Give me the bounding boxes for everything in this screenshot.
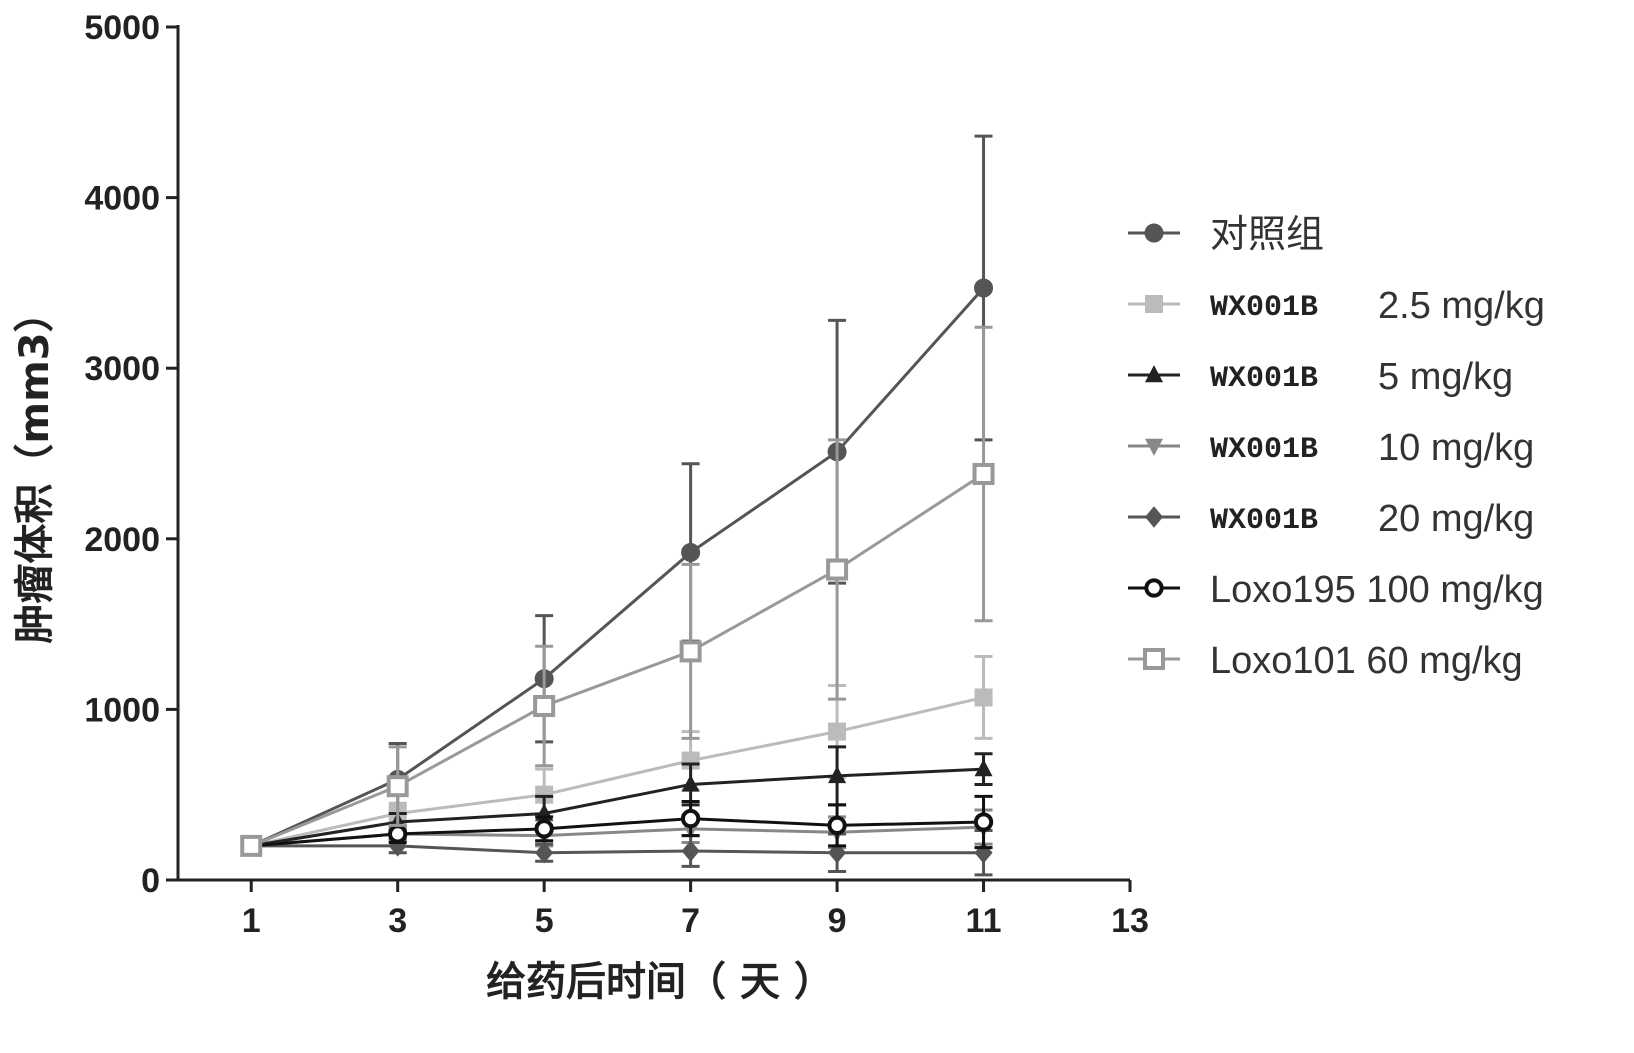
series-line [251, 844, 984, 855]
legend-item-5: Loxo195 100 mg/kg [1128, 569, 1544, 611]
y-tick-label: 0 [141, 862, 160, 900]
legend-marker [1144, 578, 1164, 598]
data-point [974, 278, 994, 298]
legend-marker [1144, 223, 1164, 243]
legend-label: 对照组 [1210, 214, 1324, 256]
data-point [828, 766, 847, 784]
y-tick-label: 5000 [84, 9, 160, 47]
data-point [826, 558, 849, 581]
data-point [534, 819, 554, 839]
data-point [681, 542, 701, 562]
legend-marker [1143, 648, 1165, 670]
x-tick-label: 5 [535, 902, 554, 940]
series-line [250, 767, 984, 848]
legend-item-1: WX001B 2.5 mg/kg [1128, 285, 1545, 327]
legend-label: WX001B [1210, 362, 1318, 396]
y-tick-label: 1000 [84, 691, 160, 729]
data-point [388, 824, 408, 844]
x-tick-label: 13 [1111, 902, 1149, 940]
series-3 [242, 808, 993, 856]
data-point [828, 722, 847, 741]
data-point [681, 840, 700, 862]
data-point [681, 774, 700, 792]
series-6 [240, 325, 995, 857]
legend-label: WX001B [1210, 291, 1318, 325]
x-tick-label: 11 [966, 902, 1002, 940]
legend: 对照组 WX001B 2.5 mg/kg WX001B 5 mg/kg WX001B 10 … [1128, 214, 1545, 682]
legend-dose: 2.5 mg/kg [1378, 285, 1545, 327]
data-point [972, 462, 995, 485]
data-point [974, 688, 993, 707]
data-point [388, 835, 407, 857]
series-line [250, 287, 985, 848]
data-point [240, 834, 263, 857]
legend-marker [1145, 295, 1163, 313]
legend-item-3: WX001B 10 mg/kg [1128, 427, 1534, 469]
legend-label: Loxo195 100 mg/kg [1210, 569, 1544, 611]
series-0 [241, 134, 994, 856]
data-point [827, 815, 847, 836]
legend-label: WX001B [1210, 504, 1318, 538]
legend-label: Loxo101 60 mg/kg [1210, 640, 1523, 682]
y-tick-label: 4000 [84, 180, 160, 218]
data-point [386, 775, 409, 798]
y-axis-title: 肿瘤体积（mm3） [12, 292, 58, 643]
data-point [535, 785, 554, 804]
legend-marker [1145, 506, 1163, 528]
y-tick-label: 3000 [84, 350, 160, 388]
x-axis-title: 给药后时间（ 天 ） [486, 959, 834, 1005]
legend-dose: 5 mg/kg [1378, 356, 1513, 398]
data-point [974, 759, 993, 777]
series-line [251, 817, 984, 848]
x-tick-label: 1 [242, 902, 261, 940]
data-point [535, 841, 554, 864]
legend-item-4: WX001B 20 mg/kg [1128, 498, 1534, 540]
x-tick-label: 9 [828, 902, 847, 940]
x-tick-label: 3 [388, 902, 407, 940]
legend-marker [1145, 438, 1163, 456]
legend-item-0: 对照组 [1128, 214, 1324, 256]
data-point [679, 640, 702, 663]
series-line [250, 472, 985, 848]
plot-area [240, 134, 995, 877]
series-4 [242, 829, 993, 877]
data-point [680, 808, 701, 829]
x-tick-label: 7 [681, 902, 700, 940]
series-line [250, 695, 984, 848]
data-point [973, 812, 994, 832]
legend-marker [1145, 365, 1163, 383]
legend-label: WX001B [1210, 433, 1318, 467]
data-point [533, 694, 556, 717]
y-tick-label: 2000 [84, 521, 160, 559]
legend-item-2: WX001B 5 mg/kg [1128, 356, 1513, 398]
legend-item-6: Loxo101 60 mg/kg [1128, 640, 1523, 682]
legend-dose: 20 mg/kg [1378, 498, 1534, 540]
legend-dose: 10 mg/kg [1378, 427, 1534, 469]
